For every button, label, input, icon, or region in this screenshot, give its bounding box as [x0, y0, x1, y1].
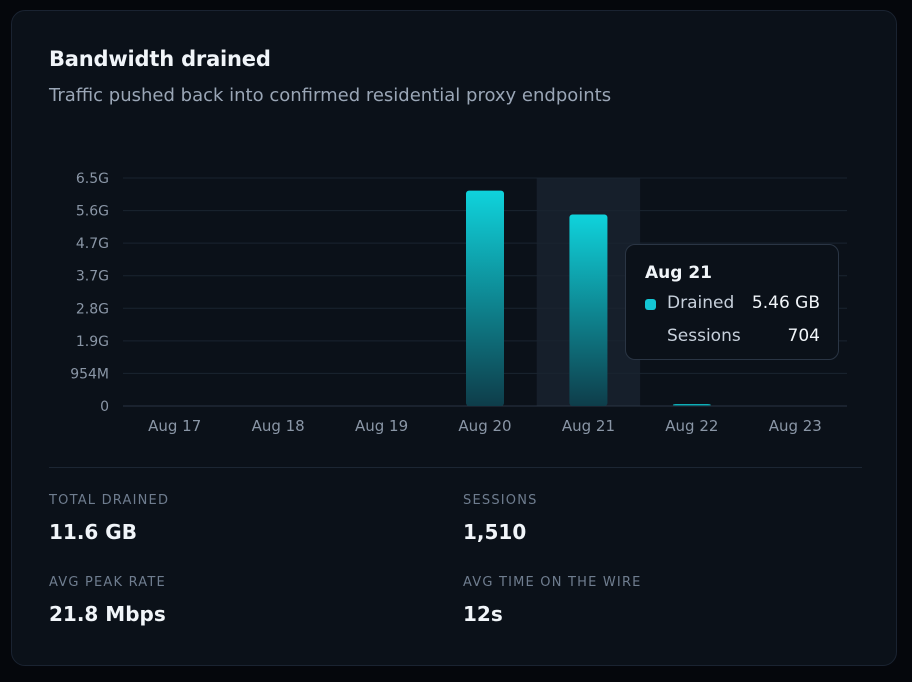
card-title: Bandwidth drained — [49, 47, 271, 71]
y-tick-label: 1.9G — [76, 334, 109, 350]
x-tick-label: Aug 20 — [458, 417, 511, 435]
bandwidth-bar-chart: 0 954M 1.9G 2.8G 3.7G 4.7G 5.6G 6.5G Aug 17 Aug … — [70, 171, 847, 435]
stat-sessions-label: SESSIONS — [463, 493, 538, 508]
bandwidth-card: Bandwidth drained Traffic pushed back in… — [11, 10, 897, 666]
y-tick-label: 6.5G — [76, 171, 109, 187]
x-tick-label: Aug 22 — [665, 417, 718, 435]
tooltip-drained-label: Drained — [667, 293, 735, 313]
stat-avg-time-value: 12s — [463, 602, 503, 626]
tooltip-sessions-value: 704 — [787, 326, 820, 346]
tooltip-sessions-label: Sessions — [667, 326, 741, 346]
y-tick-label: 5.6G — [76, 204, 109, 220]
stat-avg-peak-rate-value: 21.8 Mbps — [49, 602, 166, 626]
tooltip-title: Aug 21 — [645, 263, 713, 283]
stat-total-drained-label: TOTAL DRAINED — [49, 493, 170, 508]
drained-swatch — [645, 299, 656, 310]
bar-aug-20[interactable] — [466, 190, 504, 406]
stat-sessions-value: 1,510 — [463, 520, 527, 544]
x-tick-label: Aug 21 — [562, 417, 615, 435]
stats-divider — [49, 467, 862, 468]
stat-avg-time-label: AVG TIME ON THE WIRE — [463, 575, 642, 590]
x-tick-label: Aug 18 — [252, 417, 305, 435]
y-tick-label: 0 — [100, 399, 109, 415]
bar-aug-21[interactable] — [569, 214, 608, 406]
stat-avg-peak-rate-label: AVG PEAK RATE — [49, 575, 166, 590]
y-tick-label: 954M — [70, 366, 109, 382]
chart-tooltip: Aug 21 Drained 5.46 GB Sessions 704 — [625, 244, 839, 360]
y-tick-label: 3.7G — [76, 269, 109, 285]
x-tick-label: Aug 23 — [769, 417, 822, 435]
tooltip-drained-value: 5.46 GB — [751, 293, 820, 313]
stat-total-drained-value: 11.6 GB — [49, 520, 137, 544]
bar-aug-22[interactable] — [672, 404, 711, 406]
card-subtitle: Traffic pushed back into confirmed resid… — [49, 85, 612, 106]
x-tick-label: Aug 19 — [355, 417, 408, 435]
y-tick-label: 2.8G — [76, 301, 109, 317]
x-tick-label: Aug 17 — [148, 417, 201, 435]
y-tick-label: 4.7G — [76, 236, 109, 252]
